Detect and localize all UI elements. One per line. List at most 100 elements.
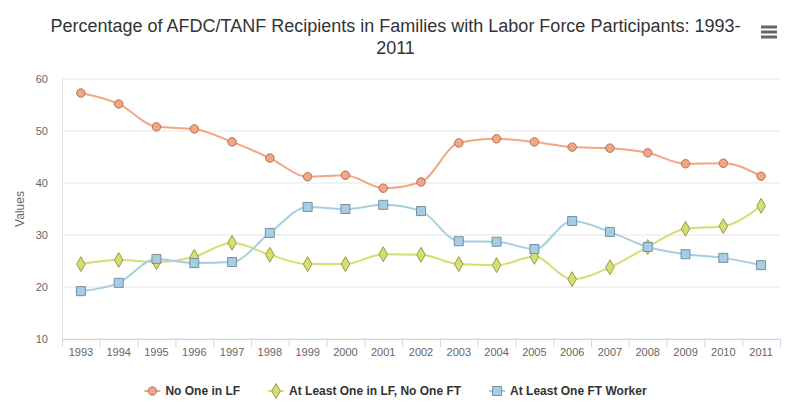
grid-line (62, 339, 780, 340)
marker (568, 143, 576, 151)
marker (568, 216, 577, 225)
x-tick-label: 2008 (635, 346, 659, 358)
x-tick: 2011 (749, 339, 773, 358)
marker (303, 202, 312, 211)
title-line: 2011 (376, 38, 415, 58)
marker (606, 260, 615, 275)
y-tick: 40 (36, 177, 62, 189)
x-tick: 2006 (560, 339, 584, 358)
x-tick: 2009 (673, 339, 697, 358)
legend-marker[interactable] (272, 384, 281, 399)
marker (152, 255, 161, 270)
x-tick: 1994 (106, 339, 130, 358)
marker (190, 125, 198, 133)
x-tick: 1996 (182, 339, 206, 358)
x-separator (704, 339, 705, 347)
marker (266, 154, 274, 162)
y-tick: 50 (36, 125, 62, 137)
menu-button[interactable] (761, 27, 777, 37)
x-separator (175, 339, 176, 347)
x-tick-label: 2000 (333, 346, 357, 358)
y-tick-label: 60 (36, 73, 48, 85)
x-tick-label: 1993 (69, 346, 93, 358)
marker (643, 240, 652, 255)
series-markers (76, 200, 765, 295)
marker (417, 178, 425, 186)
x-separator (742, 339, 743, 347)
grid (62, 79, 780, 339)
marker (77, 257, 86, 272)
plot-area (76, 89, 765, 296)
menu-bar[interactable] (761, 26, 777, 29)
x-separator (553, 339, 554, 347)
marker (341, 205, 350, 214)
y-tick-label: 30 (36, 229, 48, 241)
grid-line (62, 131, 780, 132)
x-tick: 1993 (69, 339, 93, 358)
legend-item[interactable]: No One in LF (144, 384, 240, 398)
x-separator (629, 339, 630, 347)
marker (417, 247, 426, 262)
x-tick-label: 2011 (749, 346, 773, 358)
series-line (81, 206, 761, 279)
marker (114, 278, 123, 287)
y-axis-line (62, 80, 63, 340)
title-line: Percentage of AFDC/TANF Recipients in Fa… (51, 16, 741, 36)
legend-marker[interactable] (148, 387, 156, 395)
x-tick-label: 2002 (409, 346, 433, 358)
series-markers (77, 198, 766, 286)
legend: No One in LF At Least One in LF, No One F… (144, 384, 646, 399)
marker (76, 287, 85, 296)
x-separator (478, 339, 479, 347)
x-separator (62, 339, 63, 347)
x-tick-label: 1997 (220, 346, 244, 358)
marker (681, 221, 690, 236)
x-tick: 2000 (333, 339, 357, 358)
marker (644, 149, 652, 157)
y-axis: 102030405060 (36, 73, 63, 345)
x-tick-label: 1995 (144, 346, 168, 358)
x-separator (100, 339, 101, 347)
menu-bar[interactable] (761, 31, 777, 34)
marker (341, 171, 349, 179)
x-axis-line (63, 339, 781, 340)
x-tick-label: 1998 (258, 346, 282, 358)
marker (530, 138, 538, 146)
marker (303, 257, 312, 272)
x-separator (591, 339, 592, 347)
x-tick: 1995 (144, 339, 168, 358)
x-tick-label: 2009 (673, 346, 697, 358)
marker (455, 139, 463, 147)
marker (77, 89, 85, 97)
x-tick: 2008 (635, 339, 659, 358)
grid-line (62, 235, 780, 236)
y-tick-label: 10 (36, 333, 48, 345)
legend-label[interactable]: At Least One FT Worker (510, 384, 647, 398)
x-tick-label: 2003 (447, 346, 471, 358)
x-separator (780, 339, 781, 347)
legend-item[interactable]: At Least One FT Worker (489, 384, 647, 398)
marker (492, 258, 501, 273)
x-tick-label: 1999 (295, 346, 319, 358)
legend-marker[interactable] (493, 387, 502, 396)
marker (454, 257, 463, 272)
x-tick: 2002 (409, 339, 433, 358)
chart: Percentage of AFDC/TANF Recipients in Fa… (0, 0, 791, 408)
title: Percentage of AFDC/TANF Recipients in Fa… (51, 16, 741, 58)
menu-bar[interactable] (761, 36, 777, 39)
legend-label[interactable]: No One in LF (165, 384, 240, 398)
marker (530, 245, 539, 254)
y-tick: 60 (36, 73, 62, 85)
x-tick-label: 2006 (560, 346, 584, 358)
marker (341, 257, 350, 272)
marker (228, 235, 237, 250)
x-tick-label: 2001 (371, 346, 395, 358)
marker (114, 253, 123, 268)
marker (454, 237, 463, 246)
x-separator (364, 339, 365, 347)
legend-item[interactable]: At Least One in LF, No One FT (268, 384, 462, 399)
legend-label[interactable]: At Least One in LF, No One FT (289, 384, 462, 398)
series-line (81, 205, 761, 291)
y-tick: 10 (36, 333, 62, 345)
x-tick: 2007 (598, 339, 622, 358)
